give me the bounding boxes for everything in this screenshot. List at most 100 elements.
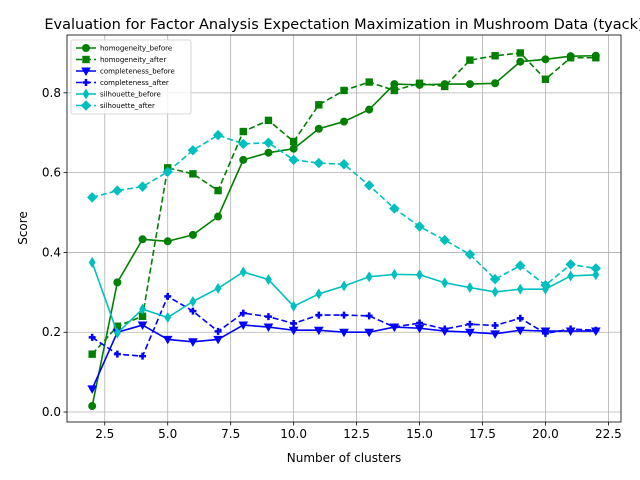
- data-point: [88, 402, 97, 411]
- data-point: [163, 237, 172, 246]
- data-point: [592, 326, 600, 334]
- data-point: [188, 230, 197, 239]
- data-point: [212, 129, 224, 141]
- data-point: [390, 268, 398, 280]
- data-point: [214, 212, 223, 221]
- series-silhouette_before: [88, 256, 600, 339]
- legend-marker: [82, 88, 90, 100]
- data-point: [516, 283, 524, 295]
- y-tick-label: 0.2: [42, 325, 61, 339]
- legend-label: homogeneity_after: [100, 56, 166, 64]
- data-point: [88, 350, 96, 358]
- x-axis: 2.5 5.0 7.5 10.0 12.5 15.0 17.5 20.0 22.5: [95, 422, 622, 441]
- legend-marker: [82, 55, 90, 64]
- data-point: [263, 323, 274, 333]
- data-point: [239, 309, 247, 317]
- data-point: [441, 82, 449, 91]
- data-point: [290, 300, 298, 312]
- data-point: [213, 335, 223, 345]
- data-point: [515, 260, 526, 271]
- data-point: [466, 56, 474, 64]
- data-point: [541, 55, 550, 64]
- data-point: [415, 79, 424, 87]
- data-point: [238, 321, 249, 331]
- data-point: [338, 159, 350, 170]
- y-axis: 0.0 0.2 0.4 0.6 0.8: [42, 86, 67, 419]
- data-point: [239, 155, 248, 164]
- data-point: [490, 330, 500, 339]
- data-point: [288, 326, 299, 336]
- legend-item-completeness_after: completeness_after: [76, 79, 169, 87]
- data-point: [491, 321, 499, 329]
- data-point: [365, 105, 374, 114]
- legend-label: silhouette_before: [100, 91, 161, 99]
- data-point: [113, 278, 122, 287]
- data-point: [264, 313, 272, 321]
- data-point: [540, 279, 551, 291]
- data-point: [416, 269, 423, 281]
- data-point: [189, 296, 197, 307]
- data-point: [390, 323, 398, 331]
- x-tick-label: 17.5: [469, 427, 496, 441]
- data-point: [340, 280, 348, 292]
- x-tick-label: 20.0: [532, 427, 559, 441]
- legend-label: completeness_before: [100, 68, 175, 76]
- data-point: [465, 328, 475, 338]
- data-point: [112, 185, 123, 196]
- data-point: [88, 256, 96, 268]
- data-point: [441, 277, 449, 289]
- legend-label: homogeneity_before: [100, 45, 172, 53]
- data-point: [491, 52, 499, 60]
- data-point: [289, 137, 298, 146]
- data-point: [565, 259, 576, 270]
- data-point: [465, 80, 474, 89]
- data-point: [315, 101, 323, 109]
- data-point: [288, 154, 299, 166]
- data-point: [315, 288, 323, 300]
- data-point: [489, 273, 501, 285]
- data-point: [137, 181, 148, 192]
- data-point: [464, 249, 476, 260]
- data-point: [162, 335, 173, 345]
- data-point: [541, 75, 550, 83]
- data-point: [162, 166, 173, 178]
- x-tick-label: 15.0: [406, 427, 433, 441]
- legend-marker: [82, 79, 90, 86]
- data-point: [567, 325, 575, 333]
- data-point: [364, 328, 375, 338]
- data-point: [567, 270, 575, 282]
- data-point: [365, 78, 373, 86]
- data-point: [365, 312, 373, 320]
- data-point: [339, 328, 349, 338]
- series-line: [91, 134, 596, 286]
- data-point: [137, 321, 148, 331]
- data-point: [416, 319, 424, 327]
- series-silhouette_after: [86, 129, 602, 291]
- legend-item-homogeneity_after: homogeneity_after: [76, 55, 166, 64]
- data-point: [238, 138, 249, 150]
- data-point: [340, 86, 348, 95]
- data-point: [139, 303, 146, 315]
- data-point: [516, 314, 524, 322]
- data-point: [290, 319, 298, 327]
- data-point: [491, 79, 500, 88]
- series-homogeneity_after: [88, 49, 600, 358]
- data-point: [214, 282, 222, 294]
- data-point: [87, 385, 98, 394]
- x-tick-label: 2.5: [95, 427, 114, 441]
- y-tick-label: 0.6: [42, 166, 61, 180]
- x-axis-label: Number of clusters: [287, 451, 401, 465]
- data-point: [189, 170, 197, 178]
- data-point: [263, 137, 274, 148]
- data-point: [439, 234, 450, 246]
- y-tick-label: 0.4: [42, 245, 61, 259]
- y-axis-label: Score: [16, 211, 30, 245]
- data-point: [590, 263, 602, 274]
- legend-label: completeness_after: [100, 79, 169, 87]
- x-tick-label: 10.0: [280, 427, 307, 441]
- legend-item-completeness_before: completeness_before: [76, 67, 175, 77]
- data-point: [189, 307, 197, 315]
- legend-marker: [80, 100, 92, 111]
- data-point: [113, 327, 121, 339]
- data-point: [314, 124, 323, 133]
